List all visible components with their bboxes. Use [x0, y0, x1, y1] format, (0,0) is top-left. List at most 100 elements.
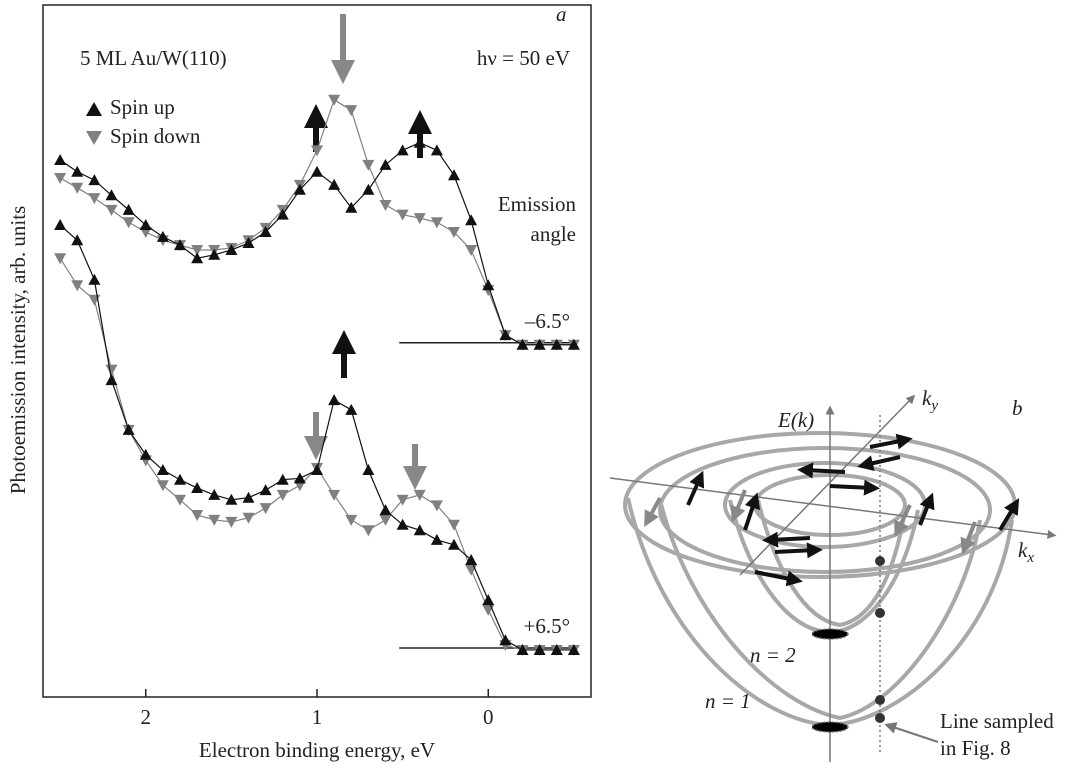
data-point	[139, 448, 152, 460]
data-point	[465, 553, 478, 565]
data-point	[396, 494, 409, 506]
data-point	[396, 518, 409, 530]
data-point	[345, 403, 358, 415]
kx-base: k	[1018, 538, 1028, 562]
ky-base: k	[922, 386, 932, 410]
data-point	[516, 338, 529, 350]
data-point	[567, 643, 580, 655]
legend-label: Spin up	[110, 95, 175, 119]
band-diagram	[623, 431, 1017, 728]
data-point	[105, 204, 118, 216]
data-point	[122, 217, 135, 229]
data-point	[345, 514, 358, 526]
ky-sub: y	[929, 398, 938, 414]
data-point	[88, 273, 101, 285]
data-point	[259, 225, 272, 237]
kx-sub: x	[1026, 550, 1034, 566]
data-point	[430, 144, 443, 156]
band-label: n = 1	[705, 689, 751, 713]
data-point	[139, 219, 152, 231]
legend-label: Spin down	[110, 124, 201, 148]
data-point	[430, 500, 443, 512]
data-point	[225, 493, 238, 505]
angle-label: +6.5°	[524, 614, 571, 638]
data-point	[293, 472, 306, 484]
data-point	[448, 169, 460, 181]
data-point	[345, 105, 358, 117]
data-point	[499, 329, 512, 341]
series-line	[59, 257, 574, 651]
data-point	[413, 136, 426, 148]
data-point	[430, 217, 443, 229]
x-tick-label: 2	[141, 705, 152, 729]
data-point	[259, 484, 272, 496]
diagram-spin-arrows	[644, 433, 1020, 587]
data-point	[54, 173, 67, 184]
chart-title: 5 ML Au/W(110)	[80, 46, 227, 70]
data-point	[208, 488, 221, 500]
data-point	[293, 183, 306, 195]
legend: Spin up Spin down	[86, 95, 201, 148]
data-point	[362, 464, 375, 476]
data-point	[328, 489, 341, 501]
data-point	[379, 199, 392, 211]
data-point	[156, 480, 169, 492]
x-axis-label: Electron binding energy, eV	[199, 738, 435, 762]
data-point	[345, 201, 358, 213]
data-point	[122, 423, 135, 435]
data-point	[225, 516, 238, 528]
note: Line sampled	[940, 709, 1054, 733]
data-point	[448, 226, 460, 238]
data-point	[242, 237, 255, 249]
data-point	[242, 491, 255, 503]
data-point	[465, 214, 478, 226]
data-point	[311, 464, 323, 476]
note: in Fig. 8	[940, 736, 1011, 760]
annotation: Emission	[498, 192, 577, 216]
data-point	[311, 145, 323, 157]
annotation: angle	[531, 222, 576, 246]
data-point	[430, 533, 443, 545]
diagram-dots	[875, 556, 885, 723]
y-axis-label: Photoemission intensity, arb. units	[6, 206, 30, 495]
energy-axis-label: E(k)	[777, 408, 814, 432]
data-point	[276, 473, 289, 485]
data-point	[71, 234, 84, 246]
data-point	[54, 253, 67, 265]
data-point	[191, 252, 204, 264]
panel-label: b	[1012, 396, 1023, 420]
data-point	[105, 364, 118, 376]
data-point	[379, 504, 392, 516]
data-point	[88, 193, 101, 205]
band-label: n = 2	[750, 643, 796, 667]
data-point	[156, 230, 169, 242]
data-point	[482, 594, 495, 606]
data-point	[413, 213, 426, 225]
data-point	[448, 519, 460, 531]
data-point	[362, 159, 375, 171]
data-point	[276, 208, 289, 220]
data-point	[465, 244, 478, 256]
diagram-axes	[609, 394, 1057, 762]
x-tick-label: 1	[312, 705, 323, 729]
chart-subtitle: hν = 50 eV	[477, 46, 570, 70]
data-point	[54, 219, 67, 231]
data-point	[362, 183, 375, 195]
angle-label: –6.5°	[524, 309, 570, 333]
data-point	[174, 239, 186, 251]
data-point	[499, 634, 512, 646]
data-point	[225, 243, 238, 255]
data-point	[71, 165, 84, 177]
data-point	[413, 489, 426, 501]
kx-label: kx	[1018, 538, 1034, 567]
data-point	[482, 279, 495, 291]
data-point	[242, 512, 255, 524]
data-point	[448, 538, 460, 550]
data-point	[379, 158, 392, 170]
data-point	[550, 643, 563, 655]
data-point	[156, 464, 169, 476]
data-point	[105, 374, 118, 386]
data-point	[71, 280, 84, 292]
data-point	[71, 182, 84, 194]
